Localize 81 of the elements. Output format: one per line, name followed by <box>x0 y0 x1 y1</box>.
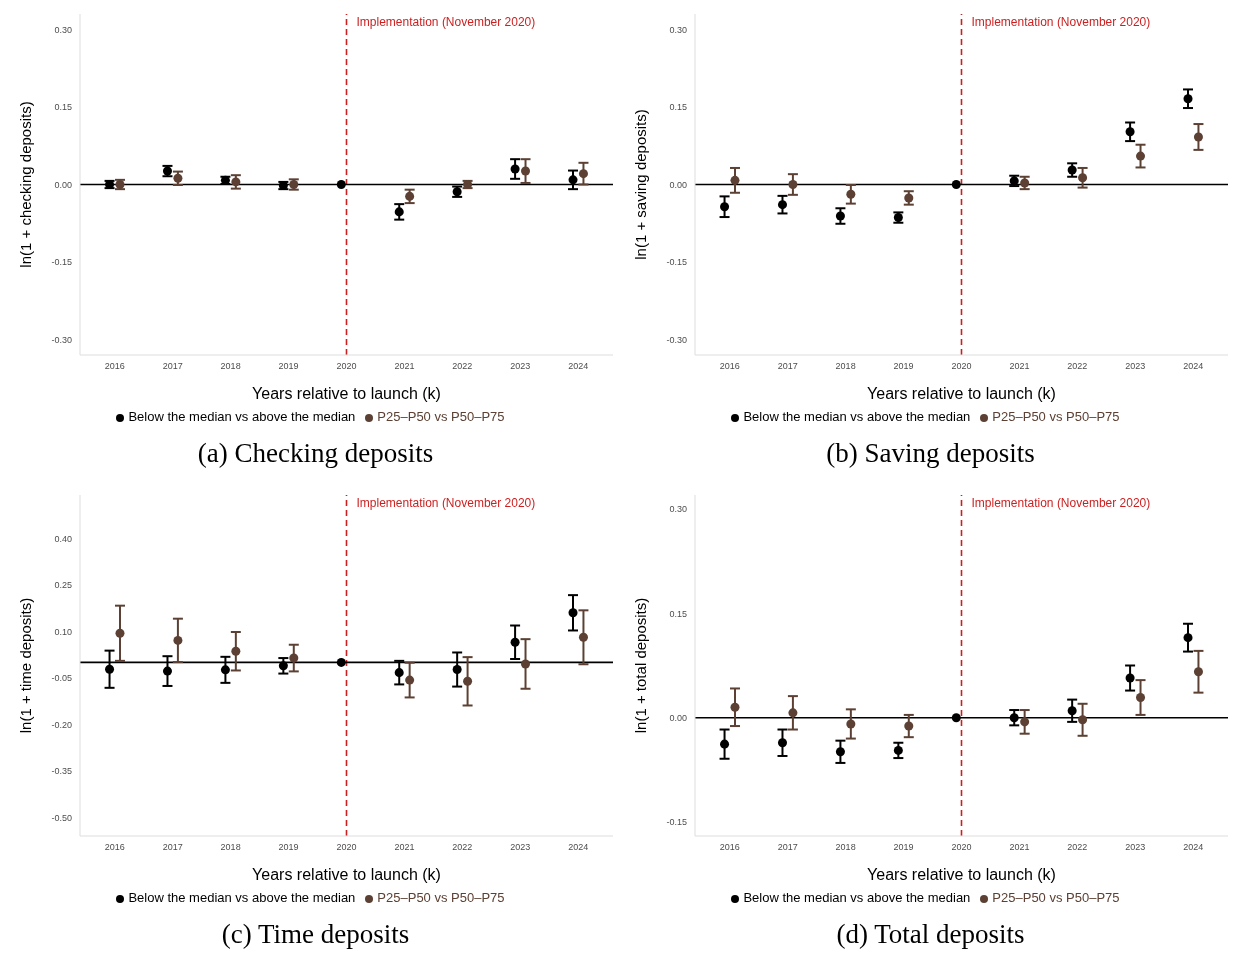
x-tick-label: 2017 <box>777 361 798 372</box>
x-tick-label: 2024 <box>568 842 589 853</box>
y-tick-label: 0.40 <box>54 533 72 544</box>
x-tick-label: 2020 <box>336 842 357 853</box>
ref-line-label: Implementation (November 2020) <box>971 15 1151 29</box>
x-tick-label: 2019 <box>893 842 914 853</box>
x-tick-label: 2024 <box>1183 842 1204 853</box>
x-axis-title: Years relative to launch (k) <box>867 866 1056 883</box>
legend-label: P25–P50 vs P50–P75 <box>992 409 1120 424</box>
text: (a) Checking deposits <box>197 438 434 469</box>
x-tick-label: 2017 <box>162 361 183 372</box>
x-tick-label: 2018 <box>220 842 241 853</box>
x-tick-label: 2019 <box>278 361 299 372</box>
x-axis-title: Years relative to launch (k) <box>252 385 441 402</box>
x-tick-label: 2024 <box>568 361 589 372</box>
y-tick-label: 0.00 <box>54 179 72 190</box>
x-tick-label: 2022 <box>1067 361 1088 372</box>
y-tick-label: -0.30 <box>51 334 72 345</box>
x-axis-title: Years relative to launch (k) <box>867 385 1056 402</box>
y-axis-title: ln(1 + time deposits) <box>17 597 35 734</box>
x-tick-label: 2018 <box>835 842 856 853</box>
y-tick-label: 0.15 <box>669 102 687 113</box>
x-tick-label: 2020 <box>951 842 972 853</box>
legend-label: P25–P50 vs P50–P75 <box>377 890 505 905</box>
ref-line-label: Implementation (November 2020) <box>356 496 536 510</box>
legend-label: Below the median vs above the median <box>128 890 356 905</box>
y-axis-title: ln(1 + total deposits) <box>632 597 650 734</box>
text: (d) Total deposits <box>836 919 1025 950</box>
y-tick-label: -0.30 <box>666 334 687 345</box>
x-tick-label: 2017 <box>777 842 798 853</box>
x-tick-label: 2021 <box>394 361 415 372</box>
x-tick-label: 2018 <box>835 361 856 372</box>
legend-label: Below the median vs above the median <box>743 890 971 905</box>
x-tick-label: 2022 <box>452 842 473 853</box>
y-tick-label: 0.25 <box>54 580 72 591</box>
y-tick-label: -0.15 <box>666 257 687 268</box>
x-tick-label: 2022 <box>1067 842 1088 853</box>
legend-label: P25–P50 vs P50–P75 <box>992 890 1120 905</box>
x-tick-label: 2016 <box>104 842 125 853</box>
legend-label: Below the median vs above the median <box>743 409 971 424</box>
y-tick-label: 0.30 <box>54 24 72 35</box>
y-tick-label: -0.15 <box>666 817 687 828</box>
x-tick-label: 2023 <box>1125 842 1146 853</box>
y-tick-label: -0.20 <box>51 719 72 730</box>
text: (b) Saving deposits <box>826 438 1035 469</box>
x-tick-label: 2017 <box>162 842 183 853</box>
x-tick-label: 2021 <box>1009 842 1030 853</box>
x-tick-label: 2019 <box>893 361 914 372</box>
x-tick-label: 2016 <box>719 361 740 372</box>
y-tick-label: 0.15 <box>54 102 72 113</box>
y-tick-label: -0.50 <box>51 812 72 823</box>
x-axis-title: Years relative to launch (k) <box>252 866 441 883</box>
y-tick-label: 0.30 <box>669 24 687 35</box>
y-tick-label: 0.10 <box>54 626 72 637</box>
x-tick-label: 2016 <box>104 361 125 372</box>
y-tick-label: 0.30 <box>669 504 687 515</box>
y-tick-label: -0.05 <box>51 673 72 684</box>
x-tick-label: 2021 <box>1009 361 1030 372</box>
y-axis-title: ln(1 + checking deposits) <box>17 101 35 268</box>
y-tick-label: 0.00 <box>669 712 687 723</box>
legend-label: Below the median vs above the median <box>128 409 356 424</box>
legend-label: P25–P50 vs P50–P75 <box>377 409 505 424</box>
y-tick-label: 0.00 <box>669 179 687 190</box>
x-tick-label: 2018 <box>220 361 241 372</box>
x-tick-label: 2020 <box>336 361 357 372</box>
y-tick-label: -0.15 <box>51 257 72 268</box>
text: (c) Time deposits <box>221 919 410 950</box>
y-tick-label: 0.15 <box>669 608 687 619</box>
x-tick-label: 2023 <box>510 361 531 372</box>
x-tick-label: 2023 <box>510 842 531 853</box>
x-tick-label: 2021 <box>394 842 415 853</box>
y-tick-label: -0.35 <box>51 766 72 777</box>
x-tick-label: 2016 <box>719 842 740 853</box>
x-tick-label: 2022 <box>452 361 473 372</box>
ref-line-label: Implementation (November 2020) <box>971 496 1151 510</box>
x-tick-label: 2023 <box>1125 361 1146 372</box>
ref-line-label: Implementation (November 2020) <box>356 15 536 29</box>
y-axis-title: ln(1 + saving deposits) <box>632 109 650 260</box>
x-tick-label: 2024 <box>1183 361 1204 372</box>
x-tick-label: 2019 <box>278 842 299 853</box>
x-tick-label: 2020 <box>951 361 972 372</box>
